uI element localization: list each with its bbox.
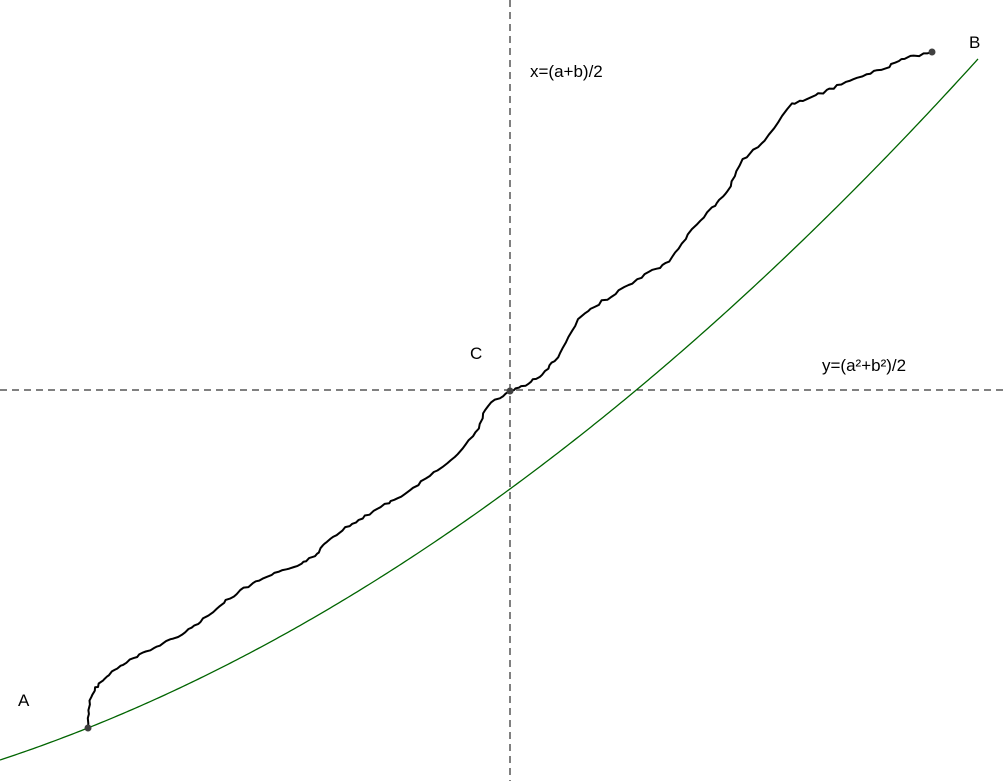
point-B-label: B xyxy=(969,33,981,52)
point-C-label: C xyxy=(470,344,483,363)
point-C-marker[interactable] xyxy=(506,387,514,395)
point-A-marker[interactable] xyxy=(84,724,92,732)
point-B-marker[interactable] xyxy=(928,48,936,56)
horizontal-line-label: y=(a²+b²)/2 xyxy=(822,356,907,375)
vertical-line-label: x=(a+b)/2 xyxy=(530,62,603,81)
parabola-curve xyxy=(0,58,979,761)
point-A-label: A xyxy=(18,691,30,710)
rough-path xyxy=(86,51,933,729)
